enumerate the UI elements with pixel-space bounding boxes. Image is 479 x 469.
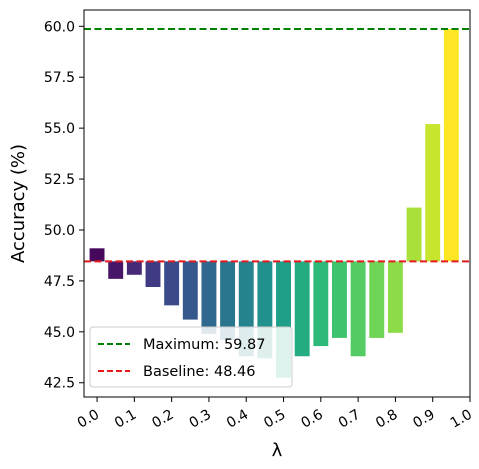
bar-13 <box>332 261 347 338</box>
legend-box <box>89 326 293 388</box>
y-tick-label: 42.5 <box>44 376 75 392</box>
x-tick-label: 0.0 <box>75 407 102 432</box>
legend-maximum-label: Maximum: 59.87 <box>143 337 265 353</box>
plot-frame <box>83 9 471 398</box>
x-axis: 0.0 0.1 0.2 0.3 0.4 0.5 0.6 0.7 0.8 0.9 1.0 <box>75 397 475 432</box>
bar-7 <box>220 261 236 340</box>
bar-15 <box>369 261 385 338</box>
bar-5 <box>182 261 198 320</box>
y-tick-label: 52.5 <box>44 172 75 188</box>
y-tick-label: 60.0 <box>44 19 75 35</box>
y-axis: 42.5 45.0 47.5 50.0 52.5 55.0 57.5 60.0 <box>44 19 84 392</box>
bar-12 <box>313 261 329 347</box>
y-tick-label: 50.0 <box>44 223 75 239</box>
x-tick-label: 0.7 <box>336 407 363 432</box>
y-tick-label: 55.0 <box>44 121 75 137</box>
x-tick-label: 1.0 <box>448 407 475 432</box>
bar-0 <box>89 248 105 262</box>
x-tick-label: 0.3 <box>187 407 214 432</box>
bar-3 <box>145 261 161 288</box>
bar-16 <box>387 261 403 333</box>
bar-17 <box>406 207 422 262</box>
bars-group <box>89 28 459 378</box>
bar-1 <box>108 261 124 279</box>
x-tick-label: 0.2 <box>149 407 176 432</box>
y-tick-label: 45.0 <box>44 325 75 341</box>
bar-14 <box>350 261 366 357</box>
x-tick-label: 0.8 <box>373 407 400 432</box>
y-tick-label: 57.5 <box>44 70 75 86</box>
x-tick-label: 0.6 <box>299 407 326 432</box>
x-tick-label: 0.1 <box>112 407 139 432</box>
y-tick-label: 47.5 <box>44 274 75 290</box>
x-tick-label: 0.9 <box>410 407 437 432</box>
reference-lines <box>84 27 470 263</box>
x-axis-label: λ <box>272 440 283 461</box>
bar-6 <box>201 261 217 334</box>
bar-2 <box>126 261 142 275</box>
bar-4 <box>164 261 180 306</box>
bar-18 <box>425 124 441 262</box>
x-tick-label: 0.4 <box>224 407 251 432</box>
legend: Maximum: 59.87 Baseline: 48.46 <box>89 326 293 388</box>
bar-19 <box>443 28 459 262</box>
y-axis-label: Accuracy (%) <box>8 144 29 263</box>
legend-baseline-label: Baseline: 48.46 <box>143 364 255 380</box>
bar-11 <box>294 261 310 357</box>
x-tick-label: 0.5 <box>261 407 288 432</box>
